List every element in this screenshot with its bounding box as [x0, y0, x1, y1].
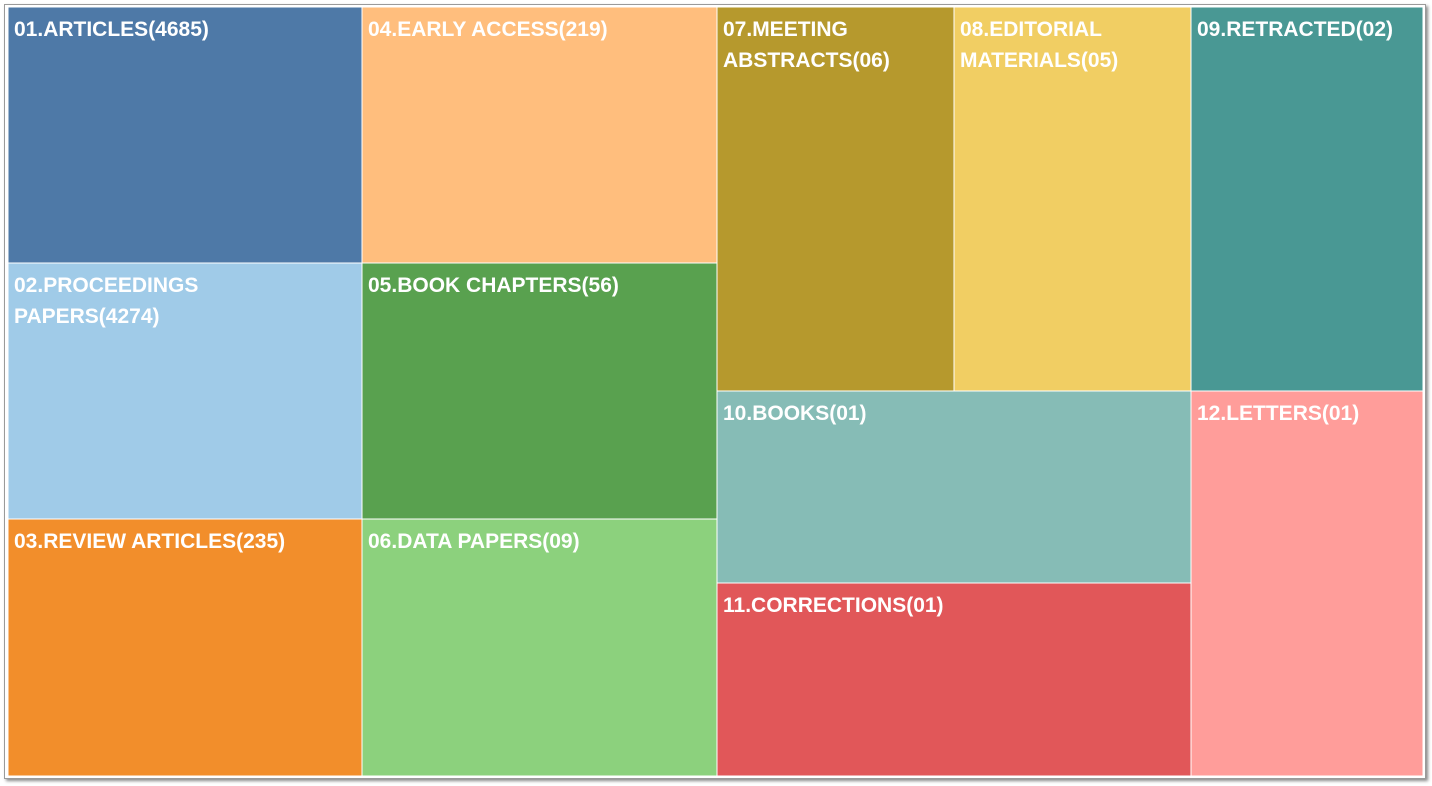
tile-label: 09.RETRACTED(02)	[1197, 18, 1393, 41]
tile-03-review-articles-235[interactable]: 03.REVIEW ARTICLES(235)	[8, 518, 363, 776]
tile-rect[interactable]	[8, 7, 363, 264]
treemap-chart: 01.ARTICLES(4685) 02.PROCEEDINGS PAPERS(42…	[8, 7, 1423, 776]
tile-05-book-chapters-56[interactable]: 05.BOOK CHAPTERS(56)	[361, 262, 718, 520]
tile-label: 01.ARTICLES(4685)	[14, 18, 209, 41]
tile-04-early-access-219[interactable]: 04.EARLY ACCESS(219)	[361, 7, 718, 264]
tile-06-data-papers-09[interactable]: 06.DATA PAPERS(09)	[361, 518, 718, 776]
tile-08-editorial-materials-05[interactable]: 08.EDITORIAL MATERIALS(05)	[953, 7, 1192, 392]
tile-rect[interactable]	[361, 262, 718, 520]
tile-rect[interactable]	[716, 582, 1192, 776]
tile-rect[interactable]	[716, 390, 1192, 584]
tile-label: 05.BOOK CHAPTERS(56)	[368, 274, 619, 297]
tile-label: 02.PROCEEDINGS PAPERS(4274)	[14, 274, 198, 328]
tile-11-corrections-01[interactable]: 11.CORRECTIONS(01)	[716, 582, 1192, 776]
tile-02-proceedings-papers-4274[interactable]: 02.PROCEEDINGS PAPERS(4274)	[8, 262, 363, 520]
tile-label: 11.CORRECTIONS(01)	[723, 594, 944, 617]
tile-07-meeting-abstracts-06[interactable]: 07.MEETING ABSTRACTS(06)	[716, 7, 955, 392]
tile-label: 03.REVIEW ARTICLES(235)	[14, 530, 285, 553]
tile-label: 12.LETTERS(01)	[1197, 402, 1359, 425]
tile-rect[interactable]	[361, 518, 718, 776]
tile-label: 04.EARLY ACCESS(219)	[368, 18, 608, 41]
tile-12-letters-01[interactable]: 12.LETTERS(01)	[1190, 390, 1423, 776]
tile-rect[interactable]	[1190, 390, 1423, 776]
tile-rect[interactable]	[8, 518, 363, 776]
tile-10-books-01[interactable]: 10.BOOKS(01)	[716, 390, 1192, 584]
tile-rect[interactable]	[361, 7, 718, 264]
tile-label: 08.EDITORIAL MATERIALS(05)	[960, 18, 1118, 72]
tile-label: 10.BOOKS(01)	[723, 402, 867, 425]
tile-rect[interactable]	[1190, 7, 1423, 392]
tile-label: 07.MEETING ABSTRACTS(06)	[723, 18, 890, 72]
tile-09-retracted-02[interactable]: 09.RETRACTED(02)	[1190, 7, 1423, 392]
tile-label: 06.DATA PAPERS(09)	[368, 530, 580, 553]
tile-01-articles-4685[interactable]: 01.ARTICLES(4685)	[8, 7, 363, 264]
tile-rect[interactable]	[953, 7, 1192, 392]
tile-rect[interactable]	[8, 262, 363, 520]
